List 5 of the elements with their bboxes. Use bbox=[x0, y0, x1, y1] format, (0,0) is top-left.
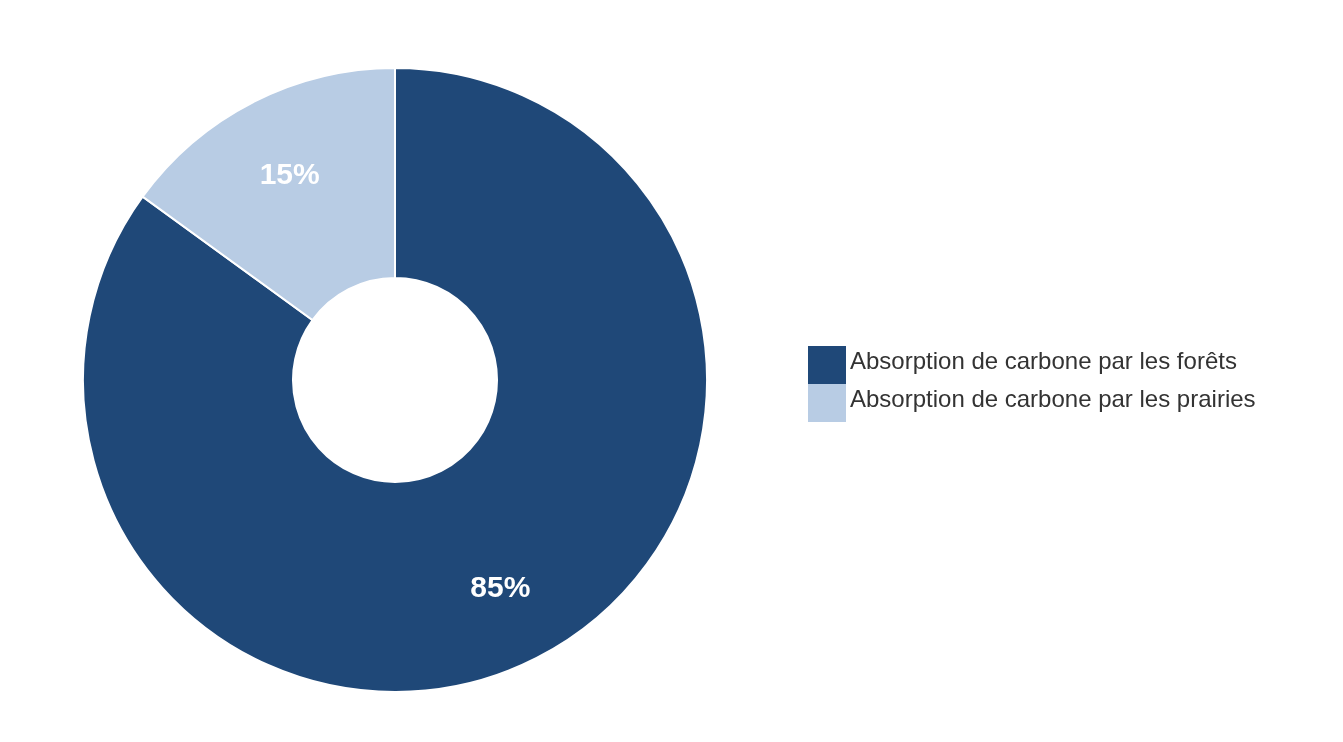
donut-slice bbox=[82, 67, 708, 693]
data-label: 15% bbox=[259, 156, 320, 190]
data-label: 85% bbox=[470, 570, 531, 604]
legend-label: Absorption de carbone par les prairies bbox=[850, 385, 1256, 413]
legend-label: Absorption de carbone par les forêts bbox=[850, 347, 1237, 375]
